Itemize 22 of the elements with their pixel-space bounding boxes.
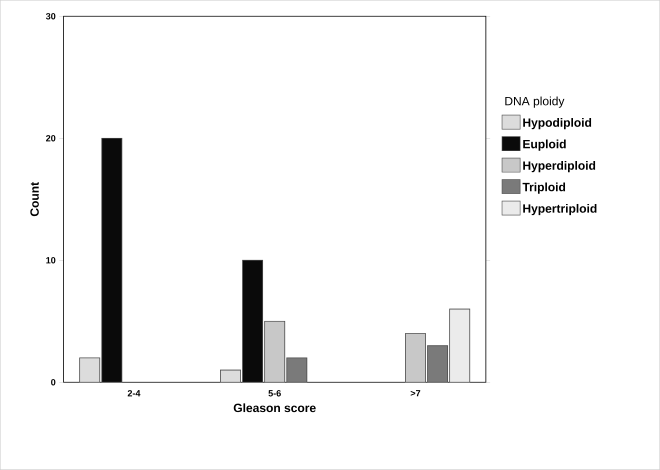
x-tick-label: >7 bbox=[410, 390, 420, 396]
x-tick-label: 2-4 bbox=[128, 390, 140, 396]
legend-label: Euploid bbox=[523, 140, 566, 151]
x-tick-label: 5-6 bbox=[268, 390, 281, 396]
legend-label: Hypodiploid bbox=[523, 118, 592, 130]
legend-label: Hyperdiploid bbox=[523, 161, 596, 172]
y-tick-label: 30 bbox=[46, 13, 56, 20]
x-axis-title: Gleason score bbox=[234, 403, 316, 412]
bar bbox=[79, 357, 100, 382]
bar bbox=[405, 333, 426, 382]
legend-label: Hypertriploid bbox=[523, 204, 596, 216]
bar bbox=[427, 345, 448, 382]
bar bbox=[264, 320, 286, 382]
legend-label: Triploid bbox=[522, 182, 566, 194]
legend-title: DNA ploidy bbox=[505, 96, 564, 108]
bar bbox=[242, 260, 264, 382]
y-axis-title: Count bbox=[30, 182, 39, 216]
y-tick-label: 20 bbox=[46, 135, 56, 142]
y-tick-label: 10 bbox=[46, 257, 56, 264]
bar bbox=[286, 357, 308, 382]
bar bbox=[101, 138, 122, 382]
y-tick-label: 0 bbox=[51, 379, 56, 386]
